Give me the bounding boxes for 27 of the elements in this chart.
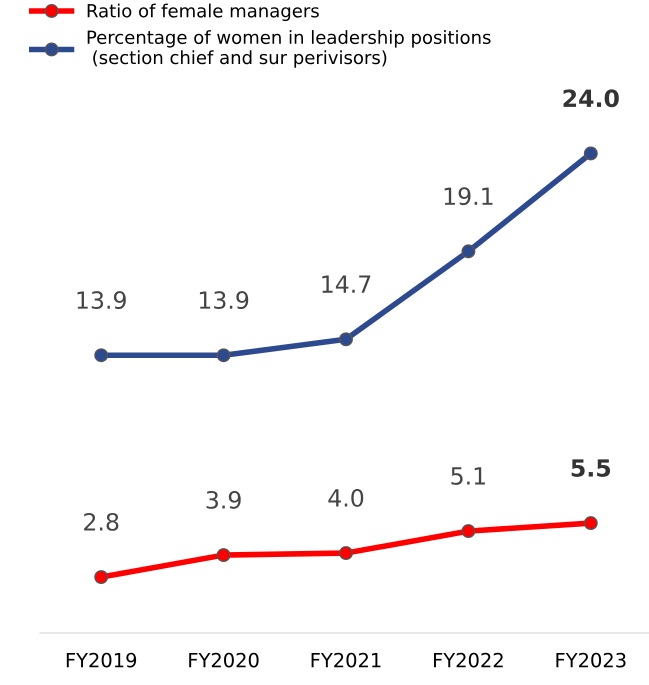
data-label: 5.1	[451, 467, 485, 485]
data-label: 14.7	[322, 275, 370, 293]
legend-label: Percentage of women in leadership positions (section chief and sur perivisors)	[88, 30, 491, 68]
data-label: 19.1	[444, 187, 493, 206]
data-label: 2.8	[84, 512, 118, 531]
point	[339, 546, 353, 560]
point	[584, 516, 598, 530]
point	[216, 548, 231, 562]
x-tick-label: FY2019	[66, 652, 136, 668]
data-label: 5.5	[572, 459, 610, 477]
x-tick-label: FY2022	[434, 652, 503, 668]
point	[94, 348, 108, 362]
point	[339, 332, 353, 346]
point	[216, 348, 231, 362]
data-label: 13.9	[200, 291, 248, 310]
point	[584, 146, 598, 160]
point	[461, 524, 476, 538]
data-label: 3.9	[206, 490, 241, 509]
x-tick-label: FY2021	[312, 652, 380, 668]
point	[94, 570, 108, 584]
data-label: 13.9	[78, 291, 126, 310]
data-label: 24.0	[564, 89, 619, 108]
data-label: 4.0	[328, 488, 364, 507]
point	[461, 244, 476, 258]
legend-label: Ratio of female managers	[88, 4, 319, 22]
x-tick-label: FY2020	[189, 652, 259, 668]
x-tick-label: FY2023	[556, 652, 626, 668]
